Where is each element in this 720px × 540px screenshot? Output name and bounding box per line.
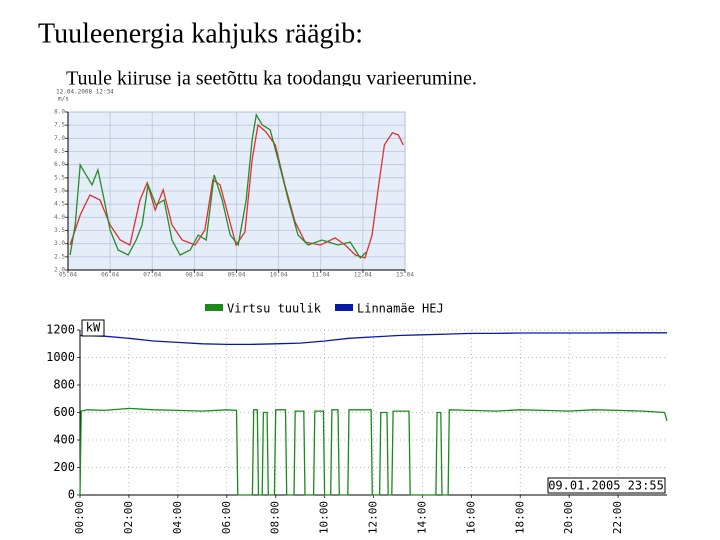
y-tick-label: 5.0: [54, 188, 65, 195]
y-tick-label: 6.5: [54, 148, 65, 155]
plot-area: [80, 330, 667, 495]
y-tick-label: 2.0: [54, 267, 65, 274]
legend-swatch: [335, 304, 353, 311]
y-tick-label: 1000: [46, 350, 75, 364]
y-tick-label: 1200: [46, 323, 75, 337]
x-tick-label: 08:00: [269, 501, 282, 534]
x-tick-label: 20:00: [562, 501, 575, 534]
y-tick-label: 0: [68, 488, 75, 502]
slide-title: Tuuleenergia kahjuks räägib:: [38, 18, 363, 49]
x-tick-label: 16:00: [464, 501, 477, 534]
x-tick-label: 09.04: [227, 272, 245, 279]
legend-swatch: [205, 304, 223, 311]
y-tick-label: 7.0: [54, 135, 65, 142]
y-tick-label: 5.5: [54, 174, 65, 181]
legend-label: Virtsu tuulik: [227, 302, 322, 316]
legend-label: Linnamäe HEJ: [357, 302, 444, 316]
y-tick-label: 800: [53, 378, 75, 392]
y-axis-label-box: [81, 319, 105, 337]
annotation-box: [547, 477, 666, 494]
annotation: 09.01.2005 23:55: [548, 479, 664, 493]
x-tick-label: 22:00: [611, 501, 624, 534]
y-tick-label: 200: [53, 460, 75, 474]
x-tick-label: 06:00: [220, 501, 233, 534]
chart-title: 12.04.2008 12:34: [56, 89, 114, 96]
y-tick-label: 7.5: [54, 122, 65, 129]
x-tick-label: 05.04: [59, 272, 77, 279]
series-line: [79, 332, 667, 346]
x-tick-label: 12.04: [354, 272, 372, 279]
y-tick-label: 6.0: [54, 161, 65, 168]
x-tick-label: 11.04: [312, 272, 330, 279]
x-tick-label: 02:00: [122, 501, 135, 534]
x-tick-label: 12:00: [367, 501, 380, 534]
y-tick-label: 4.5: [54, 201, 65, 208]
x-tick-label: 18:00: [513, 501, 526, 534]
series-line: [69, 113, 367, 259]
x-tick-label: 06.04: [101, 272, 119, 279]
series-line: [79, 407, 668, 496]
y-tick-label: 8.0: [54, 109, 65, 116]
x-tick-label: 00:00: [73, 501, 86, 534]
y-tick-label: 4.0: [54, 214, 65, 221]
y-tick-label: 3.0: [54, 240, 65, 247]
slide-subtitle: Tuule kiiruse ja seetõttu ka toodangu va…: [66, 68, 477, 90]
y-axis-label: m/s: [58, 96, 69, 103]
x-tick-label: 13.04: [396, 272, 414, 279]
y-tick-label: 3.5: [54, 227, 65, 234]
y-tick-label: 2.5: [54, 253, 65, 260]
y-tick-label: 600: [53, 405, 75, 419]
x-tick-label: 10.04: [270, 272, 288, 279]
series-line: [69, 123, 404, 259]
x-tick-label: 14:00: [415, 501, 428, 534]
y-axis-label: kW: [86, 321, 101, 335]
x-tick-label: 07.04: [143, 272, 161, 279]
x-tick-label: 04:00: [171, 501, 184, 534]
y-tick-label: 400: [53, 433, 75, 447]
x-tick-label: 10:00: [318, 501, 331, 534]
x-tick-label: 08.04: [185, 272, 203, 279]
